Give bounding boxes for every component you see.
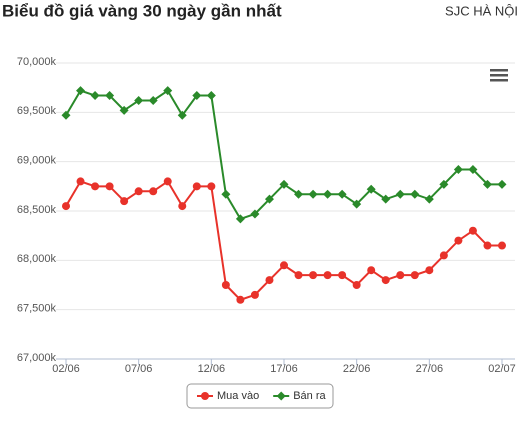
point — [323, 271, 332, 280]
y-tick-label: 67,000k — [17, 352, 57, 364]
y-tick-label: 68,500k — [17, 204, 57, 216]
point — [280, 261, 288, 270]
point — [337, 189, 347, 199]
chart-title: Biểu đồ giá vàng 30 ngày gần nhất — [2, 1, 282, 20]
point — [61, 110, 71, 120]
point — [381, 276, 390, 285]
point — [90, 91, 100, 101]
x-tick-label: 02/06 — [52, 363, 80, 375]
point — [62, 202, 70, 211]
point — [76, 86, 86, 96]
point — [206, 91, 216, 101]
series-line — [65, 89, 502, 221]
point — [265, 276, 274, 285]
point — [221, 189, 231, 199]
point — [352, 281, 361, 289]
point — [309, 271, 318, 280]
legend-label: Bán ra — [293, 390, 326, 402]
x-tick-label: 07/06 — [125, 363, 153, 375]
point — [294, 189, 304, 199]
legend-label: Mua vào — [217, 390, 259, 402]
point — [366, 184, 376, 194]
point — [192, 91, 202, 101]
point — [105, 182, 114, 191]
y-tick-label: 67,500k — [17, 303, 57, 315]
point — [352, 199, 362, 209]
point — [294, 271, 303, 280]
point — [468, 226, 477, 235]
x-tick-label: 12/06 — [198, 363, 226, 375]
point — [308, 189, 318, 199]
x-tick-label: 02/07 — [488, 363, 516, 375]
point — [483, 241, 492, 250]
series-line — [65, 179, 502, 301]
point — [425, 266, 434, 275]
point — [497, 179, 507, 189]
y-tick-label: 70,000k — [17, 56, 57, 68]
x-tick-label: 17/06 — [270, 363, 298, 375]
point — [134, 95, 144, 105]
x-tick-label: 22/06 — [343, 363, 371, 375]
point — [279, 179, 289, 189]
menu-button[interactable] — [490, 69, 508, 82]
point — [178, 202, 187, 211]
point — [134, 187, 143, 196]
point — [105, 91, 115, 101]
point — [453, 165, 463, 175]
point — [119, 105, 129, 115]
point — [468, 165, 478, 175]
point — [424, 194, 434, 204]
legend: Mua vào Bán ra — [186, 383, 334, 409]
point — [498, 241, 506, 250]
point — [439, 179, 449, 189]
y-tick-label: 68,000k — [17, 253, 57, 265]
legend-box — [186, 383, 334, 409]
point — [410, 189, 420, 199]
x-tick-label: 27/06 — [416, 363, 444, 375]
point — [148, 95, 158, 105]
point — [192, 182, 201, 191]
point — [395, 189, 405, 199]
point — [264, 194, 274, 204]
point — [250, 209, 260, 219]
point — [207, 182, 216, 191]
point — [221, 281, 230, 289]
point — [250, 290, 259, 299]
point — [236, 295, 245, 304]
point — [367, 266, 376, 275]
point — [149, 187, 158, 196]
point — [76, 177, 85, 186]
point — [201, 392, 209, 400]
point — [91, 182, 100, 191]
point — [120, 197, 129, 206]
y-tick-label: 69,500k — [17, 105, 57, 117]
y-tick-label: 69,000k — [17, 155, 57, 167]
chart-subtitle: SJC HÀ NỘI — [445, 3, 518, 18]
point — [338, 271, 347, 280]
point — [163, 177, 172, 186]
point — [381, 194, 391, 204]
point — [454, 236, 463, 245]
point — [323, 189, 333, 199]
point — [163, 86, 173, 96]
point — [410, 271, 419, 280]
point — [396, 271, 405, 280]
point — [439, 251, 448, 260]
point — [177, 110, 187, 120]
point — [235, 214, 245, 224]
point — [276, 391, 286, 401]
point — [482, 179, 492, 189]
